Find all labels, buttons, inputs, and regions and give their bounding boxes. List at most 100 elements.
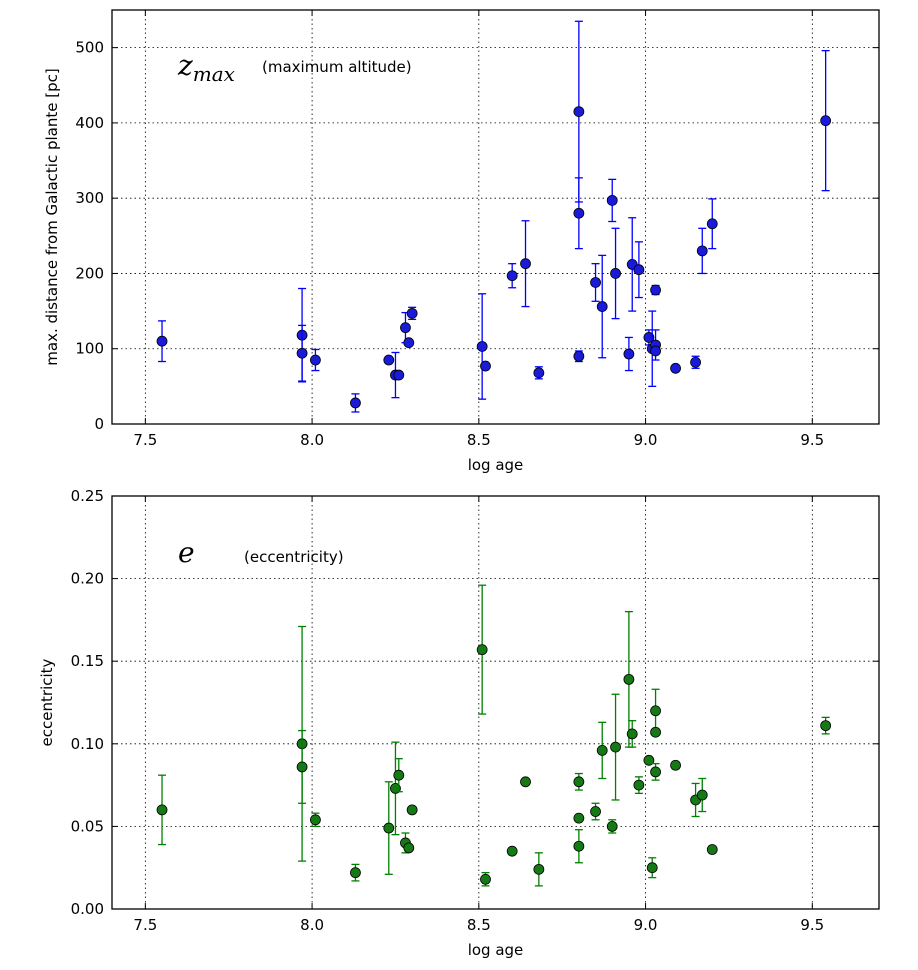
eccentricity-data-point	[533, 852, 545, 887]
zmax-data-point	[480, 360, 491, 372]
zmax-y-tick-label: 100	[75, 340, 104, 358]
zmax-marker	[403, 337, 415, 349]
zmax-y-tick-label: 0	[94, 415, 104, 433]
zmax-marker	[706, 218, 718, 230]
eccentricity-data-point	[590, 802, 601, 821]
zmax-marker	[573, 207, 585, 219]
zmax-data-point	[696, 227, 708, 275]
zmax-data-point	[643, 329, 655, 346]
zmax-data-point	[403, 337, 415, 349]
zmax-ticks	[112, 10, 879, 425]
zmax-marker	[520, 258, 531, 270]
eccentricity-y-tick-label: 0.00	[71, 900, 104, 918]
eccentricity-y-tick-label: 0.10	[71, 735, 104, 753]
zmax-marker	[610, 268, 621, 279]
zmax-data-point	[383, 354, 395, 366]
eccentricity-marker	[393, 769, 405, 781]
eccentricity-marker	[406, 804, 418, 816]
zmax-marker	[350, 397, 361, 409]
eccentricity-data-point	[393, 758, 405, 793]
zmax-marker	[480, 360, 491, 372]
eccentricity-marker	[650, 705, 661, 717]
eccentricity-y-tick-label: 0.15	[71, 652, 104, 670]
zmax-data-point	[573, 177, 585, 250]
zmax-data-point	[573, 20, 585, 203]
zmax-marker	[650, 284, 661, 296]
eccentricity-marker	[383, 822, 395, 834]
zmax-x-tick-label: 8.0	[300, 431, 324, 449]
eccentricity-data-point	[650, 688, 661, 733]
zmax-annotation: zmax (maximum altitude)	[177, 49, 412, 86]
eccentricity-plot-frame	[111, 495, 880, 910]
eccentricity-y-tick-label: 0.05	[71, 817, 104, 835]
zmax-data-point	[476, 293, 488, 400]
eccentricity-x-tick-label: 7.5	[133, 916, 157, 934]
eccentricity-marker	[626, 728, 638, 740]
zmax-marker	[310, 354, 321, 366]
eccentricity-marker	[650, 766, 661, 778]
eccentricity-data-point	[706, 844, 718, 855]
eccentricity-data-point	[623, 610, 635, 748]
eccentricity-marker	[650, 726, 661, 738]
eccentricity-marker	[296, 761, 308, 773]
eccentricity-data-point	[606, 819, 618, 834]
eccentricity-y-tick-label: 0.20	[71, 570, 104, 588]
zmax-y-tick-label: 300	[75, 189, 104, 207]
zmax-marker	[476, 341, 488, 352]
zmax-marker	[623, 348, 635, 360]
zmax-marker	[573, 350, 585, 362]
eccentricity-data-point	[633, 776, 645, 795]
zmax-data-point	[623, 336, 635, 372]
eccentricity-data-points	[156, 584, 832, 887]
eccentricity-x-axis-label: log age	[468, 941, 524, 959]
zmax-marker	[670, 362, 681, 374]
zmax-data-point	[706, 198, 718, 250]
eccentricity-data-point	[383, 781, 395, 875]
eccentricity-marker	[610, 741, 621, 753]
zmax-data-point	[533, 366, 545, 380]
zmax-data-point	[520, 220, 531, 308]
eccentricity-data-point	[296, 729, 308, 804]
eccentricity-marker	[573, 776, 585, 788]
eccentricity-data-point	[403, 842, 415, 854]
eccentricity-marker	[310, 814, 321, 826]
eccentricity-marker	[820, 720, 832, 732]
eccentricity-data-point	[670, 759, 681, 771]
eccentricity-x-tick-label: 9.0	[634, 916, 658, 934]
eccentricity-marker	[156, 804, 168, 816]
eccentricity-data-point	[156, 774, 168, 846]
zmax-marker	[400, 322, 411, 334]
zmax-data-point	[610, 227, 621, 320]
zmax-marker	[383, 354, 395, 366]
eccentricity-marker	[590, 806, 601, 817]
zmax-data-point	[650, 284, 661, 296]
eccentricity-x-tick-label: 9.5	[800, 916, 824, 934]
eccentricity-data-point	[626, 720, 638, 748]
zmax-data-point	[310, 348, 321, 372]
eccentricity-marker	[623, 673, 635, 685]
zmax-data-point	[506, 263, 518, 289]
zmax-x-tick-label: 9.0	[634, 431, 658, 449]
zmax-marker	[650, 345, 661, 357]
eccentricity-annotation-symbol: e	[178, 536, 195, 569]
eccentricity-marker	[390, 783, 401, 794]
zmax-marker	[393, 369, 405, 381]
zmax-marker	[156, 335, 168, 347]
zmax-marker	[533, 367, 545, 379]
eccentricity-grid	[112, 495, 879, 910]
eccentricity-data-point	[480, 872, 491, 887]
zmax-data-point	[393, 369, 405, 381]
eccentricity-annotation: e (eccentricity)	[178, 536, 344, 569]
eccentricity-data-point	[520, 776, 531, 788]
eccentricity-data-point	[596, 721, 608, 780]
eccentricity-data-point	[650, 726, 661, 738]
eccentricity-y-tick-label: 0.25	[71, 487, 104, 505]
zmax-marker	[590, 277, 601, 288]
eccentricity-marker	[573, 840, 585, 852]
zmax-data-point	[406, 306, 418, 321]
zmax-x-tick-label: 7.5	[133, 431, 157, 449]
zmax-x-axis-label: log age	[468, 456, 524, 474]
zmax-data-point	[350, 393, 361, 413]
